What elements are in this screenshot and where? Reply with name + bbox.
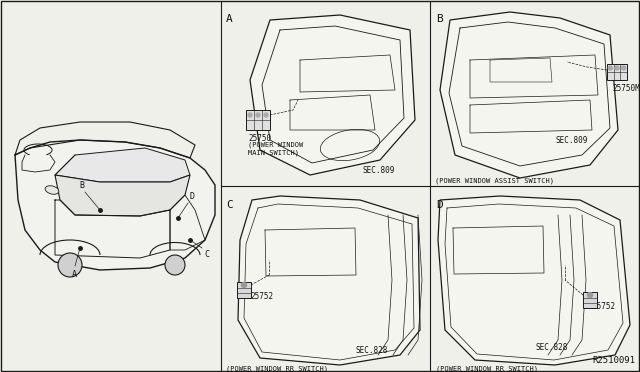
Text: (POWER WINDOW ASSIST SWITCH): (POWER WINDOW ASSIST SWITCH) xyxy=(435,178,554,185)
Text: A: A xyxy=(226,14,233,24)
Text: B: B xyxy=(436,14,443,24)
Bar xyxy=(607,64,627,80)
Polygon shape xyxy=(238,196,420,365)
Polygon shape xyxy=(55,175,190,216)
Text: (POWER WINDOW RR SWITCH): (POWER WINDOW RR SWITCH) xyxy=(436,365,538,372)
Text: A: A xyxy=(72,270,77,279)
Text: 25752: 25752 xyxy=(592,302,615,311)
Text: 25752: 25752 xyxy=(250,292,273,301)
Circle shape xyxy=(241,282,246,288)
Circle shape xyxy=(609,66,612,70)
Text: MAIN SWITCH): MAIN SWITCH) xyxy=(248,150,299,157)
Text: SEC.828: SEC.828 xyxy=(355,346,387,355)
Circle shape xyxy=(248,113,252,117)
Circle shape xyxy=(615,66,619,70)
Text: D: D xyxy=(190,192,195,201)
Polygon shape xyxy=(15,140,215,270)
Text: B: B xyxy=(79,181,84,190)
Bar xyxy=(237,282,251,298)
Text: SEC.809: SEC.809 xyxy=(555,136,588,145)
Text: SEC.828: SEC.828 xyxy=(536,343,568,352)
Bar xyxy=(583,292,597,308)
Text: (POWER WINDOW: (POWER WINDOW xyxy=(248,142,303,148)
Polygon shape xyxy=(55,148,190,182)
Circle shape xyxy=(58,253,82,277)
Circle shape xyxy=(588,292,593,298)
Text: (POWER WINDOW RR SWITCH): (POWER WINDOW RR SWITCH) xyxy=(226,365,328,372)
Circle shape xyxy=(621,66,626,70)
Text: C: C xyxy=(204,250,209,259)
Polygon shape xyxy=(440,12,618,178)
Polygon shape xyxy=(250,15,415,175)
Text: R2510091: R2510091 xyxy=(592,356,635,365)
Text: C: C xyxy=(226,200,233,210)
Text: D: D xyxy=(436,200,443,210)
Polygon shape xyxy=(438,196,630,365)
Ellipse shape xyxy=(45,186,59,194)
Text: 25750M: 25750M xyxy=(612,84,640,93)
Circle shape xyxy=(165,255,185,275)
Bar xyxy=(246,110,270,130)
Circle shape xyxy=(256,113,260,117)
Text: 25750: 25750 xyxy=(248,134,271,143)
Text: SEC.809: SEC.809 xyxy=(363,166,395,175)
Circle shape xyxy=(264,113,268,117)
